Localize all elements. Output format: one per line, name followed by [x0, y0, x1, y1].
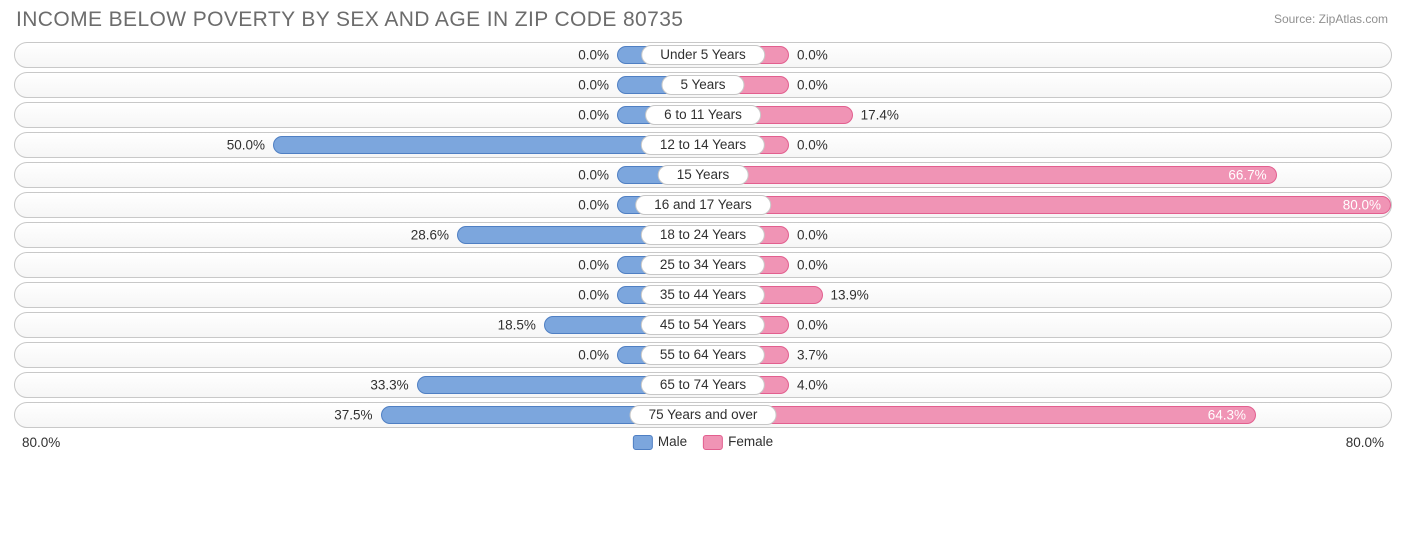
female-value: 0.0%	[797, 138, 828, 153]
chart-rows: 0.0%0.0%Under 5 Years0.0%0.0%5 Years0.0%…	[14, 42, 1392, 428]
female-value: 0.0%	[797, 258, 828, 273]
axis-max-right: 80.0%	[1346, 435, 1384, 450]
chart-row: 0.0% 13.9% 35 to 44 Years	[14, 282, 1392, 308]
age-category-label: 55 to 64 Years	[641, 345, 765, 365]
female-value: 0.0%	[797, 48, 828, 63]
chart-row: 0.0% 17.4% 6 to 11 Years	[14, 102, 1392, 128]
chart-row: 37.5% 64.3% 75 Years and over	[14, 402, 1392, 428]
age-category-label: 18 to 24 Years	[641, 225, 765, 245]
legend-female-label: Female	[728, 434, 773, 449]
male-value: 0.0%	[578, 168, 609, 183]
age-category-label: 5 Years	[661, 75, 744, 95]
female-swatch	[703, 435, 723, 450]
male-value: 0.0%	[578, 288, 609, 303]
chart-row: 0.0% 0.0% 25 to 34 Years	[14, 252, 1392, 278]
age-category-label: 6 to 11 Years	[645, 105, 761, 125]
chart-row: 28.6% 0.0% 18 to 24 Years	[14, 222, 1392, 248]
age-category-label: 25 to 34 Years	[641, 255, 765, 275]
female-value: 0.0%	[797, 78, 828, 93]
female-bar	[703, 196, 1391, 214]
chart-row: 0.0% 3.7% 55 to 64 Years	[14, 342, 1392, 368]
age-category-label: 15 Years	[658, 165, 749, 185]
male-value: 28.6%	[411, 228, 449, 243]
male-value: 0.0%	[578, 48, 609, 63]
female-bar	[703, 406, 1256, 424]
male-value: 37.5%	[334, 408, 372, 423]
male-swatch	[633, 435, 653, 450]
female-value: 0.0%	[797, 228, 828, 243]
axis-max-left: 80.0%	[22, 435, 60, 450]
age-category-label: 45 to 54 Years	[641, 315, 765, 335]
male-value: 0.0%	[578, 78, 609, 93]
male-bar	[273, 136, 703, 154]
female-value: 4.0%	[797, 378, 828, 393]
legend-male-label: Male	[658, 434, 687, 449]
female-value: 66.7%	[1228, 168, 1266, 183]
female-bar	[703, 166, 1277, 184]
chart-row: 18.5% 0.0% 45 to 54 Years	[14, 312, 1392, 338]
female-value: 64.3%	[1208, 408, 1246, 423]
chart-source: Source: ZipAtlas.com	[1274, 12, 1388, 26]
female-value: 13.9%	[831, 288, 869, 303]
male-value: 33.3%	[370, 378, 408, 393]
chart-footer: 80.0% 80.0% Male Female	[14, 432, 1392, 458]
male-value: 0.0%	[578, 198, 609, 213]
female-value: 3.7%	[797, 348, 828, 363]
age-category-label: 16 and 17 Years	[635, 195, 771, 215]
chart-row: 50.0% 0.0% 12 to 14 Years	[14, 132, 1392, 158]
male-value: 50.0%	[227, 138, 265, 153]
female-value: 0.0%	[797, 318, 828, 333]
male-value: 18.5%	[498, 318, 536, 333]
chart-title: INCOME BELOW POVERTY BY SEX AND AGE IN Z…	[16, 8, 1392, 32]
age-category-label: 35 to 44 Years	[641, 285, 765, 305]
poverty-tornado-chart: INCOME BELOW POVERTY BY SEX AND AGE IN Z…	[0, 0, 1406, 468]
chart-row: 0.0% 66.7% 15 Years	[14, 162, 1392, 188]
legend-male: Male	[633, 434, 687, 450]
chart-row: 33.3% 4.0% 65 to 74 Years	[14, 372, 1392, 398]
age-category-label: 65 to 74 Years	[641, 375, 765, 395]
female-value: 80.0%	[1343, 198, 1381, 213]
male-value: 0.0%	[578, 258, 609, 273]
legend: Male Female	[633, 434, 773, 450]
female-value: 17.4%	[861, 108, 899, 123]
male-value: 0.0%	[578, 348, 609, 363]
age-category-label: Under 5 Years	[641, 45, 765, 65]
age-category-label: 12 to 14 Years	[641, 135, 765, 155]
legend-female: Female	[703, 434, 773, 450]
chart-row: 0.0% 0.0% Under 5 Years	[14, 42, 1392, 68]
male-value: 0.0%	[578, 108, 609, 123]
chart-row: 0.0% 0.0% 5 Years	[14, 72, 1392, 98]
chart-row: 0.0% 80.0% 16 and 17 Years	[14, 192, 1392, 218]
age-category-label: 75 Years and over	[630, 405, 777, 425]
